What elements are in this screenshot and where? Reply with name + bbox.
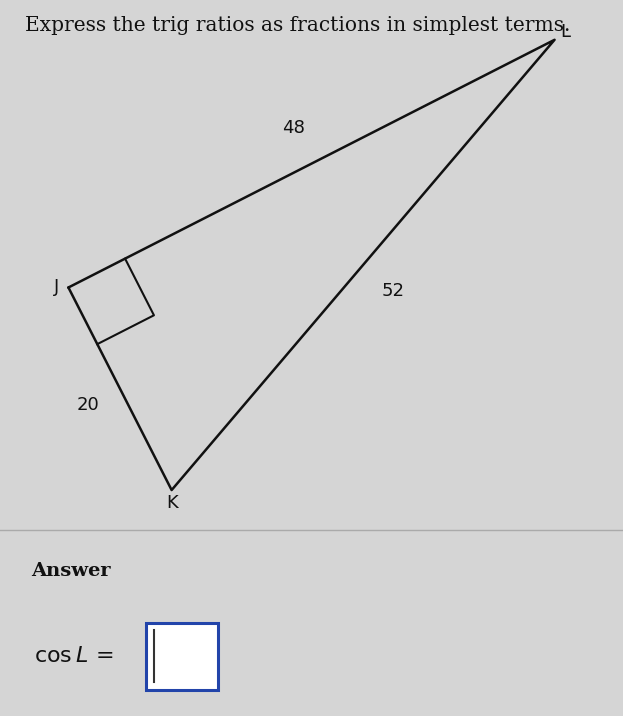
Text: 52: 52 [382, 281, 405, 300]
Text: 48: 48 [282, 119, 305, 137]
Text: Answer: Answer [31, 562, 111, 580]
Text: L: L [559, 23, 570, 41]
Text: $\cos L\, =$: $\cos L\, =$ [34, 647, 114, 667]
Text: J: J [54, 279, 59, 296]
Text: K: K [166, 495, 178, 513]
Text: Express the trig ratios as fractions in simplest terms.: Express the trig ratios as fractions in … [25, 16, 570, 35]
FancyBboxPatch shape [146, 623, 218, 690]
Text: 20: 20 [76, 396, 99, 415]
